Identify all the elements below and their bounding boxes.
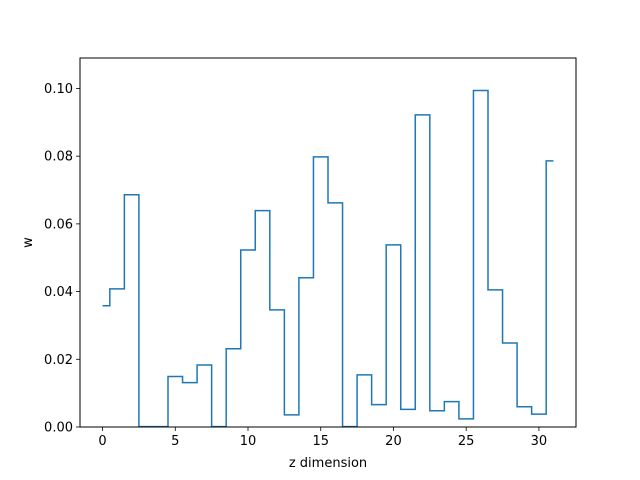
- y-tick-label: 0.10: [44, 82, 73, 97]
- x-tick-label: 0: [98, 434, 106, 449]
- y-tick-label: 0.02: [44, 353, 73, 368]
- series-line-0: [102, 89, 554, 428]
- y-tick-label: 0.06: [44, 217, 73, 232]
- y-tick-label: 0.08: [44, 150, 73, 165]
- axes-frame: [79, 57, 577, 428]
- x-tick-label: 20: [385, 434, 402, 449]
- x-tick-label: 30: [531, 434, 548, 449]
- y-axis-ticks: 0.00 0.02 0.04 0.06 0.08 0.10: [44, 82, 80, 436]
- y-tick-label: 0.00: [44, 421, 73, 436]
- y-tick-label: 0.04: [44, 285, 73, 300]
- x-tick-label: 5: [171, 434, 179, 449]
- x-tick-label: 15: [312, 434, 329, 449]
- x-tick-label: 25: [458, 434, 475, 449]
- x-tick-label: 10: [240, 434, 257, 449]
- y-axis-label: w: [21, 237, 36, 248]
- plot-area: [102, 89, 554, 428]
- x-axis-label: z dimension: [289, 456, 367, 471]
- x-axis-ticks: 0 5 10 15 20 25 30: [98, 427, 547, 449]
